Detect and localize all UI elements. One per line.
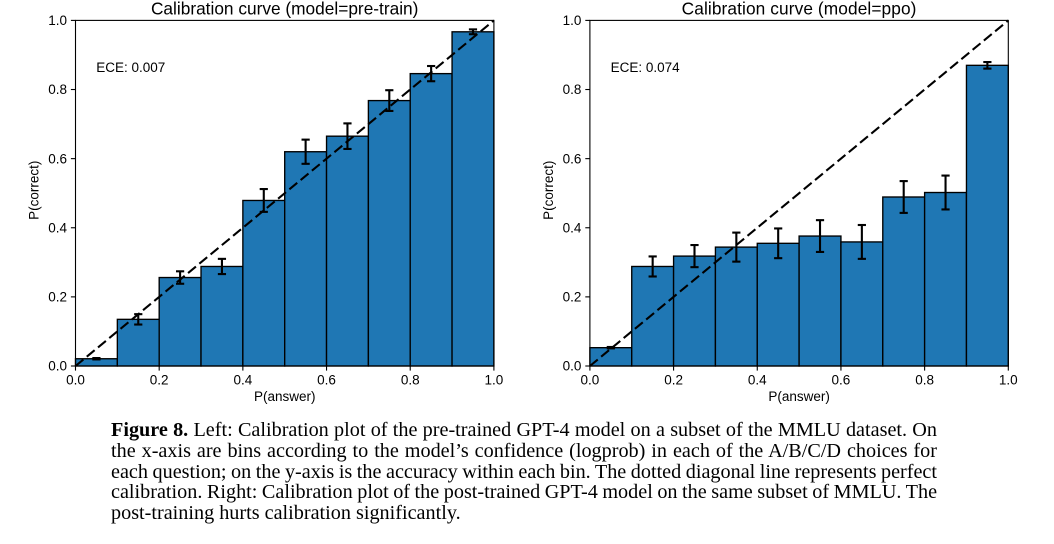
svg-text:P(correct): P(correct) bbox=[541, 161, 556, 220]
svg-text:0.0: 0.0 bbox=[48, 359, 67, 374]
svg-text:0.2: 0.2 bbox=[664, 372, 683, 387]
svg-text:0.8: 0.8 bbox=[401, 372, 420, 387]
svg-text:0.2: 0.2 bbox=[48, 290, 67, 305]
svg-text:0.6: 0.6 bbox=[317, 372, 336, 387]
svg-text:P(answer): P(answer) bbox=[254, 389, 316, 404]
svg-text:0.2: 0.2 bbox=[563, 290, 582, 305]
svg-text:1.0: 1.0 bbox=[48, 13, 67, 28]
svg-text:0.8: 0.8 bbox=[563, 82, 582, 97]
svg-text:0.0: 0.0 bbox=[66, 372, 85, 387]
svg-text:0.8: 0.8 bbox=[48, 82, 67, 97]
svg-text:P(correct): P(correct) bbox=[27, 161, 42, 220]
svg-text:0.8: 0.8 bbox=[915, 372, 934, 387]
svg-text:0.4: 0.4 bbox=[748, 372, 767, 387]
svg-text:0.4: 0.4 bbox=[563, 220, 582, 235]
svg-text:ECE: 0.074: ECE: 0.074 bbox=[611, 60, 681, 75]
svg-text:ECE: 0.007: ECE: 0.007 bbox=[96, 60, 165, 75]
svg-text:0.2: 0.2 bbox=[150, 372, 169, 387]
svg-text:1.0: 1.0 bbox=[563, 13, 582, 28]
svg-text:0.6: 0.6 bbox=[832, 372, 851, 387]
svg-text:P(answer): P(answer) bbox=[768, 389, 830, 404]
svg-text:1.0: 1.0 bbox=[485, 372, 504, 387]
svg-text:0.4: 0.4 bbox=[48, 220, 67, 235]
svg-text:Calibration curve (model=pre-t: Calibration curve (model=pre-train) bbox=[151, 0, 419, 19]
svg-text:0.0: 0.0 bbox=[581, 372, 600, 387]
svg-text:0.0: 0.0 bbox=[563, 359, 582, 374]
svg-text:0.6: 0.6 bbox=[48, 151, 67, 166]
svg-text:0.6: 0.6 bbox=[563, 151, 582, 166]
svg-text:0.4: 0.4 bbox=[233, 372, 252, 387]
svg-text:1.0: 1.0 bbox=[999, 372, 1018, 387]
svg-text:Calibration curve (model=ppo): Calibration curve (model=ppo) bbox=[682, 0, 917, 19]
